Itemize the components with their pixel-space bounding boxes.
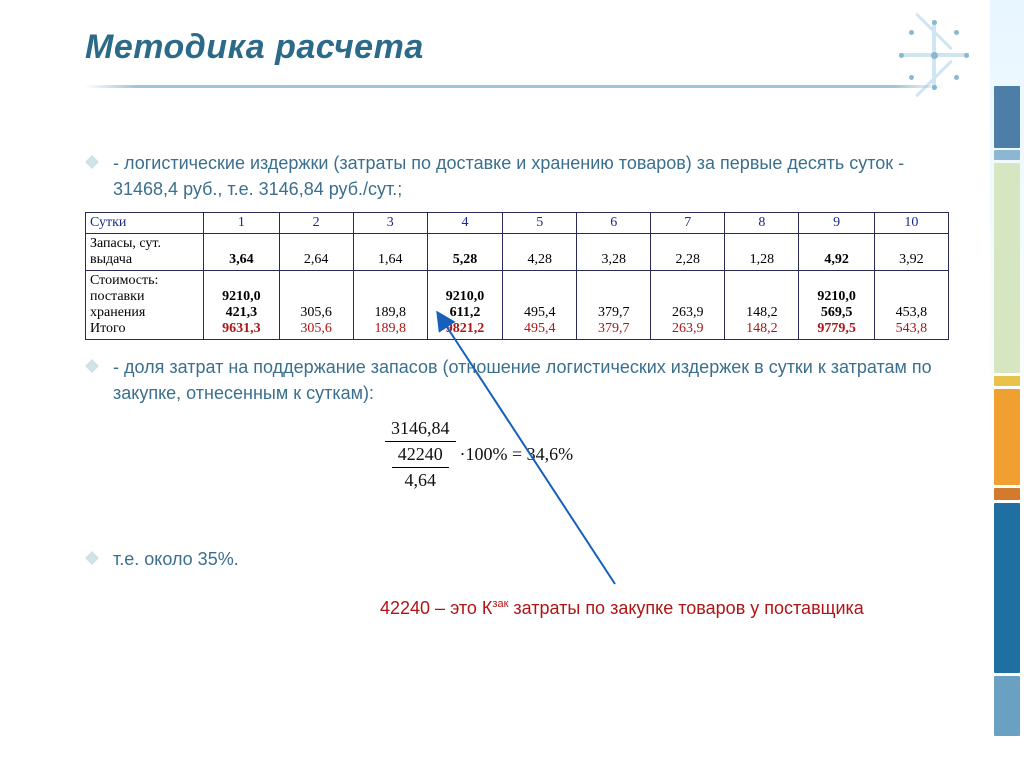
strip-block <box>994 676 1020 736</box>
strip-block <box>994 163 1020 373</box>
annotation-text: 42240 – это Кзак затраты по закупке това… <box>380 595 900 621</box>
table-cell: 9210,0569,59779,5 <box>799 271 875 340</box>
table-cell: 1,64 <box>353 234 427 271</box>
table-cell: 2,64 <box>279 234 353 271</box>
bullet-1: - логистические издержки (затраты по дос… <box>85 150 955 202</box>
table-cell: 453,8543,8 <box>874 271 948 340</box>
table-header-cell: 9 <box>799 213 875 234</box>
table-cell: 263,9263,9 <box>651 271 725 340</box>
table-cell: 9210,0421,39631,3 <box>204 271 280 340</box>
bullet-1-text: - логистические издержки (затраты по дос… <box>113 150 955 202</box>
table-header-cell: 10 <box>874 213 948 234</box>
bullet-diamond-icon <box>85 155 99 169</box>
table-cell: 189,8189,8 <box>353 271 427 340</box>
strip-block <box>994 488 1020 500</box>
data-table: Сутки12345678910Запасы, сут. выдача3,642… <box>85 212 949 340</box>
strip-block <box>994 503 1020 673</box>
table-cell: 5,28 <box>427 234 503 271</box>
title-block: Методика расчета <box>85 28 945 88</box>
table-cell: 2,28 <box>651 234 725 271</box>
slide: Методика расчета - логистические издержк… <box>0 0 1024 767</box>
table-cell: 148,2148,2 <box>725 271 799 340</box>
table-header-cell: 6 <box>577 213 651 234</box>
formula-numerator: 3146,84 <box>385 418 456 442</box>
strip-block <box>994 86 1020 148</box>
formula-denom-top: 42240 <box>392 444 449 468</box>
table-header-cell: 5 <box>503 213 577 234</box>
formula-denom-bot: 4,64 <box>392 468 449 491</box>
bullet-2-text: - доля затрат на поддержание запасов (от… <box>113 354 955 406</box>
table-cell: 3,28 <box>577 234 651 271</box>
bullet-3-text: т.е. около 35%. <box>113 546 239 572</box>
bullet-diamond-icon <box>85 551 99 565</box>
table-cell: 4,92 <box>799 234 875 271</box>
table-header-cell: 7 <box>651 213 725 234</box>
table-header-cell: 2 <box>279 213 353 234</box>
annotation-prefix: 42240 – это К <box>380 598 492 618</box>
bullet-3: т.е. около 35%. <box>85 546 955 572</box>
annotation-sup: зак <box>492 598 508 610</box>
table-cell: 4,28 <box>503 234 577 271</box>
table-cell: 3,92 <box>874 234 948 271</box>
bullet-diamond-icon <box>85 359 99 373</box>
table-cell: 9210,0611,29821,2 <box>427 271 503 340</box>
data-table-wrap: Сутки12345678910Запасы, сут. выдача3,642… <box>85 212 955 340</box>
table-header-cell: 8 <box>725 213 799 234</box>
annotation-suffix: затраты по закупке товаров у поставщика <box>508 598 863 618</box>
table-row-label: Запасы, сут. выдача <box>86 234 204 271</box>
table-cell: 305,6305,6 <box>279 271 353 340</box>
right-color-strip <box>990 0 1024 767</box>
table-header-cell: Сутки <box>86 213 204 234</box>
table-cell: 379,7379,7 <box>577 271 651 340</box>
strip-block <box>994 376 1020 386</box>
table-cell: 495,4495,4 <box>503 271 577 340</box>
table-cell: 1,28 <box>725 234 799 271</box>
table-header-cell: 3 <box>353 213 427 234</box>
title-underline <box>85 85 945 88</box>
slide-title: Методика расчета <box>85 28 945 67</box>
table-header-cell: 4 <box>427 213 503 234</box>
strip-block <box>994 150 1020 160</box>
formula: 3146,84 42240 4,64 ·100% = 34,6% <box>385 418 725 491</box>
bullet-2: - доля затрат на поддержание запасов (от… <box>85 354 955 406</box>
strip-block <box>994 389 1020 485</box>
content-area: - логистические издержки (затраты по дос… <box>85 150 955 582</box>
table-cell: 3,64 <box>204 234 280 271</box>
table-header-cell: 1 <box>204 213 280 234</box>
formula-result: ·100% = 34,6% <box>460 444 574 465</box>
table-row-label: Стоимость: поставки хранения Итого <box>86 271 204 340</box>
